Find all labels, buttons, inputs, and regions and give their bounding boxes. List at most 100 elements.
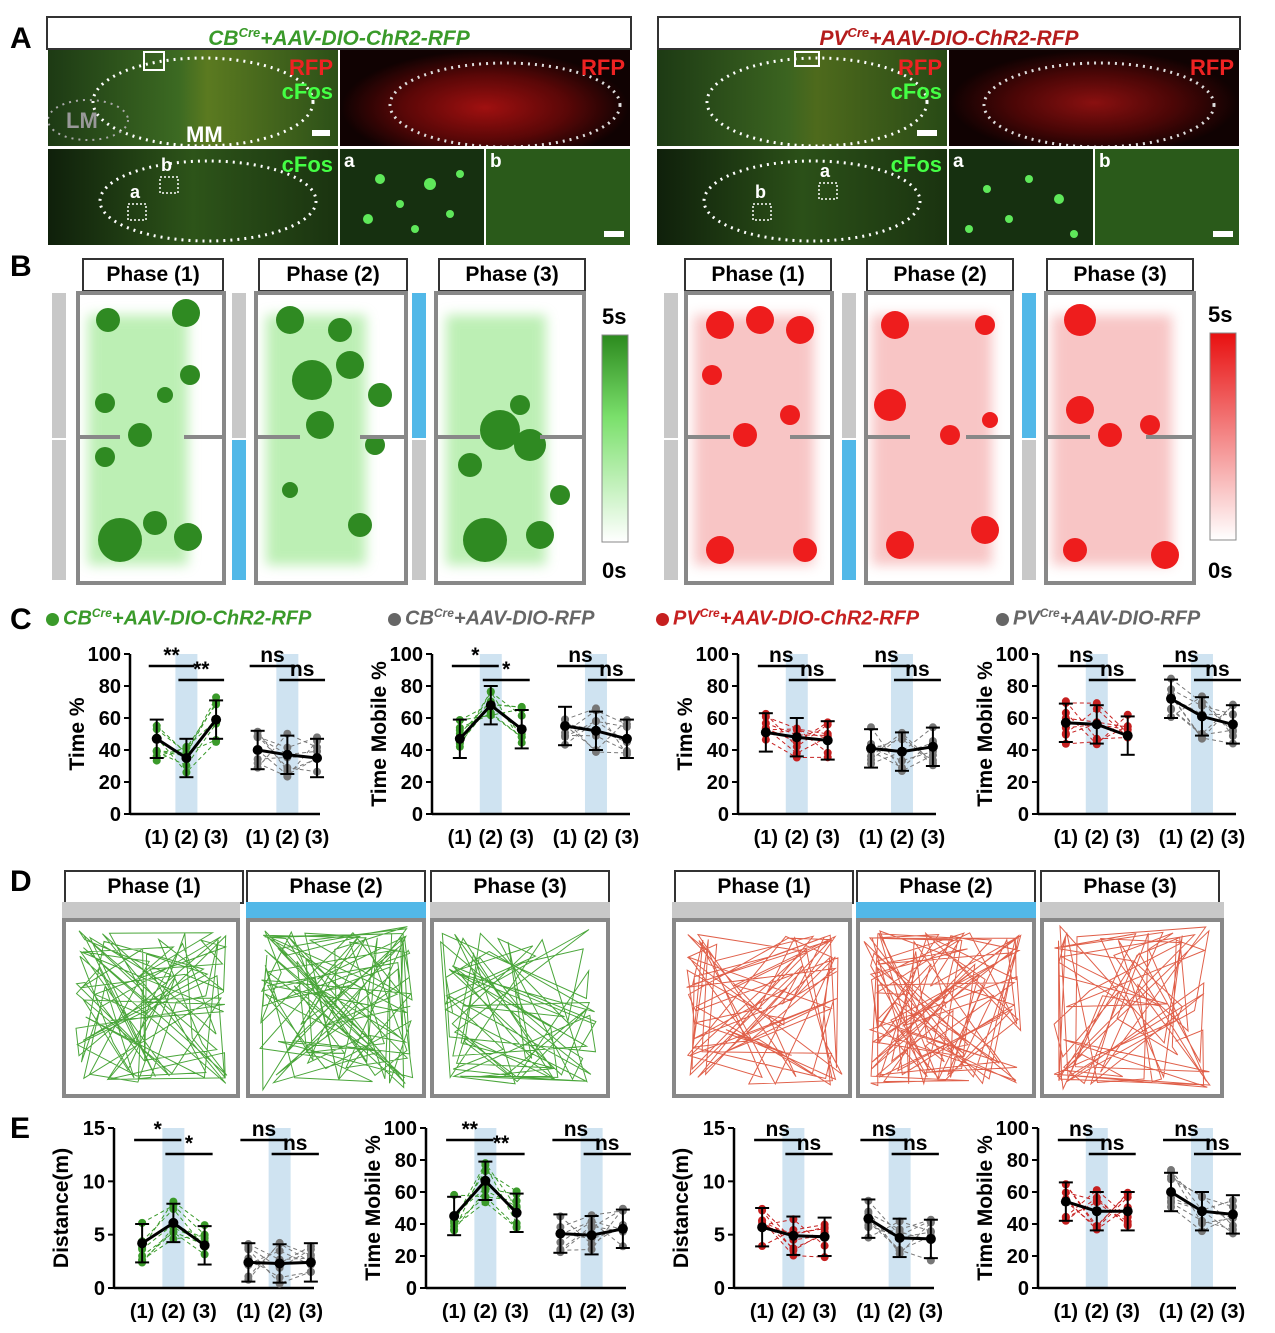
y-tick-label: 0 bbox=[1018, 804, 1029, 826]
y-tick-label: 0 bbox=[94, 1278, 105, 1300]
subject-point bbox=[212, 737, 221, 746]
x-tick-label: (1) bbox=[1159, 827, 1183, 849]
mean-point bbox=[151, 733, 162, 744]
x-tick-label: (2) bbox=[785, 827, 809, 849]
x-tick-label: (2) bbox=[161, 1301, 185, 1323]
micrograph-pv-zoom-a: a bbox=[949, 149, 1093, 245]
y-tick-label: 5 bbox=[714, 1225, 725, 1247]
mean-point bbox=[896, 746, 907, 757]
x-tick-label: (3) bbox=[192, 1301, 216, 1323]
mean-point bbox=[560, 721, 571, 731]
phase-3-label: Phase (3) bbox=[438, 258, 586, 292]
y-tick-label: 60 bbox=[707, 708, 729, 730]
y-tick-label: 100 bbox=[996, 644, 1029, 666]
label-rfp: RFP bbox=[898, 55, 942, 80]
phase2-shade bbox=[474, 1128, 497, 1288]
label-roi-b: b bbox=[161, 155, 172, 175]
mean-point bbox=[1060, 1196, 1071, 1207]
sig-label: ns bbox=[1174, 1118, 1199, 1141]
mean-point bbox=[252, 745, 263, 755]
chart-1: 0 20 40 60 80 100 Time % (1) (2) (3) (1) (2) (3) ** **… bbox=[66, 644, 329, 849]
y-tick-label: 5 bbox=[94, 1225, 105, 1247]
sig-label: ** bbox=[163, 644, 180, 667]
micrograph-cb-rfp: RFP bbox=[340, 50, 630, 146]
x-tick-label: (2) bbox=[1085, 1301, 1109, 1323]
mean-point bbox=[1166, 693, 1177, 704]
y-tick-label: 0 bbox=[714, 1278, 725, 1300]
sig-label: ns bbox=[797, 1132, 822, 1155]
y-tick-label: 20 bbox=[707, 772, 729, 794]
x-tick-label: (1) bbox=[1054, 827, 1078, 849]
x-tick-label: (2) bbox=[1190, 1301, 1214, 1323]
x-tick-label: (2) bbox=[174, 827, 198, 849]
sig-label: ns bbox=[1174, 644, 1199, 667]
subject-line bbox=[870, 726, 934, 772]
y-tick-label: 20 bbox=[395, 1246, 417, 1268]
sig-label: ns bbox=[769, 644, 794, 667]
x-tick-label: (1) bbox=[859, 827, 883, 849]
sig-label: ns bbox=[1069, 644, 1094, 667]
mean-point bbox=[621, 733, 632, 744]
y-tick-label: 100 bbox=[390, 644, 423, 666]
mean-point bbox=[1227, 719, 1238, 730]
label-cfos: cFos bbox=[281, 79, 333, 104]
x-tick-label: (3) bbox=[509, 827, 533, 849]
mean-point bbox=[485, 700, 496, 711]
phase-1-label: Phase (1) bbox=[674, 870, 854, 904]
subject-line bbox=[765, 716, 829, 754]
y-axis-label: Time Mobile % bbox=[974, 1135, 997, 1281]
subject-line bbox=[761, 1220, 825, 1249]
y-tick-label: 0 bbox=[406, 1278, 417, 1300]
y-axis-label: Distance(m) bbox=[670, 1148, 693, 1268]
y-tick-label: 60 bbox=[401, 708, 423, 730]
mean-point bbox=[1227, 1209, 1238, 1220]
mean-point bbox=[1091, 719, 1102, 730]
phase-3-label: Phase (3) bbox=[1046, 258, 1194, 292]
mean-point bbox=[211, 714, 222, 725]
subject-line bbox=[156, 723, 217, 767]
phase-2-label: Phase (2) bbox=[866, 258, 1014, 292]
x-tick-label: (1) bbox=[754, 827, 778, 849]
sig-label: ns bbox=[1100, 1132, 1125, 1155]
phase-1-label: Phase (1) bbox=[684, 258, 832, 292]
label-zoom-b: b bbox=[490, 151, 502, 172]
panel-letter-a: A bbox=[10, 22, 32, 55]
subject-line bbox=[761, 1220, 825, 1258]
mean-point bbox=[1196, 711, 1207, 722]
sig-label: ns bbox=[1205, 1132, 1230, 1155]
label-roi-a: a bbox=[820, 161, 831, 181]
x-tick-label: (3) bbox=[1115, 827, 1139, 849]
subject-line bbox=[247, 1242, 312, 1281]
label-zoom-a: a bbox=[344, 151, 355, 172]
x-tick-label: (1) bbox=[442, 1301, 466, 1323]
mean-point bbox=[1060, 717, 1071, 728]
x-tick-label: (3) bbox=[611, 1301, 635, 1323]
x-tick-label: (1) bbox=[548, 1301, 572, 1323]
subject-line bbox=[459, 713, 523, 738]
x-tick-label: (2) bbox=[890, 827, 914, 849]
phase-1-label: Phase (1) bbox=[64, 870, 244, 904]
sig-label: ns bbox=[260, 644, 285, 667]
sig-label: * bbox=[471, 644, 480, 667]
y-tick-label: 15 bbox=[83, 1118, 105, 1140]
phase2-shade bbox=[580, 1128, 603, 1288]
mean-point bbox=[863, 1213, 874, 1224]
scale-min-red: 0s bbox=[1208, 558, 1233, 583]
micrograph-pv-merge: RFP cFos bbox=[657, 50, 947, 146]
mean-point bbox=[586, 1230, 597, 1241]
sig-label: ns bbox=[903, 1132, 928, 1155]
y-tick-label: 0 bbox=[110, 804, 121, 826]
mean-point bbox=[822, 735, 833, 746]
micrograph-pv-rfp: RFP bbox=[949, 50, 1239, 146]
heatmap-panel bbox=[52, 291, 1237, 585]
y-tick-label: 20 bbox=[99, 772, 121, 794]
subject-line bbox=[765, 721, 828, 743]
y-tick-label: 100 bbox=[696, 644, 729, 666]
subject-line bbox=[1170, 1197, 1234, 1234]
mean-point bbox=[305, 1257, 316, 1268]
